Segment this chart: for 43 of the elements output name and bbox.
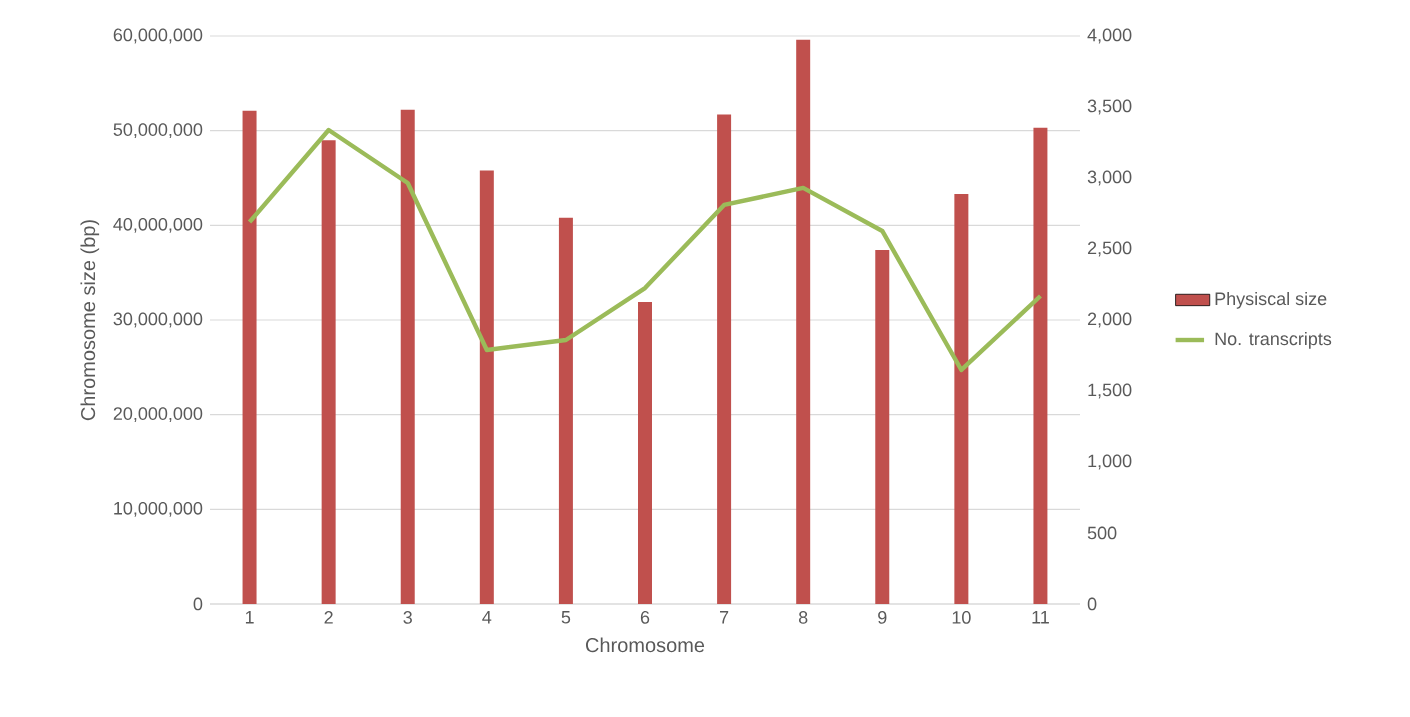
bar xyxy=(796,39,811,604)
x-tick-label: 3 xyxy=(403,611,412,624)
y2-tick-label: 1,500 xyxy=(1088,383,1132,399)
y2-tick-label: 1,000 xyxy=(1088,454,1132,470)
x-tick-label: 11 xyxy=(1032,611,1049,624)
bar xyxy=(638,302,652,604)
y-tick-label: 30,000,000 xyxy=(113,312,203,328)
bar xyxy=(479,170,494,604)
bar xyxy=(321,140,336,604)
bar xyxy=(558,217,573,604)
y2-tick-label: 500 xyxy=(1087,526,1117,540)
line-series xyxy=(247,127,1043,373)
x-tick-label: 1 xyxy=(245,611,254,624)
bar xyxy=(1033,127,1048,604)
x-tick-label: 5 xyxy=(561,611,571,624)
x-axis-title: Chromosome xyxy=(585,637,705,653)
y-tick-label: 60,000,000 xyxy=(113,28,203,44)
bar xyxy=(875,249,890,604)
x-tick-label: 10 xyxy=(952,611,971,624)
bar xyxy=(954,194,969,604)
bar xyxy=(717,114,732,604)
legend-label: Physiscal size xyxy=(1215,291,1327,309)
legend-label: No. transcripts xyxy=(1215,331,1332,349)
y2-tick-label: 2,500 xyxy=(1087,241,1132,257)
x-tick-label: 8 xyxy=(798,611,808,624)
y-tick-label: 0 xyxy=(193,597,203,611)
y2-tick-label: 3,500 xyxy=(1087,99,1132,115)
y2-tick-label: 4,000 xyxy=(1087,28,1132,44)
y-tick-label: 10,000,000 xyxy=(114,501,203,517)
x-tick-label: 2 xyxy=(324,611,333,624)
x-tick-label: 4 xyxy=(482,611,492,624)
bar xyxy=(242,110,257,604)
x-tick-label: 9 xyxy=(878,611,887,624)
y-axis-title: Chromosome size (bp) xyxy=(80,220,100,421)
y-tick-label: 40,000,000 xyxy=(113,217,203,233)
x-tick-label: 6 xyxy=(640,611,650,624)
y2-tick-label: 0 xyxy=(1087,597,1097,611)
y-tick-label: 20,000,000 xyxy=(113,407,203,423)
y-tick-label: 50,000,000 xyxy=(113,123,203,139)
bar xyxy=(400,109,415,604)
y2-tick-label: 3,000 xyxy=(1087,170,1132,186)
x-tick-label: 7 xyxy=(720,611,729,624)
y2-tick-label: 2,000 xyxy=(1087,312,1132,328)
